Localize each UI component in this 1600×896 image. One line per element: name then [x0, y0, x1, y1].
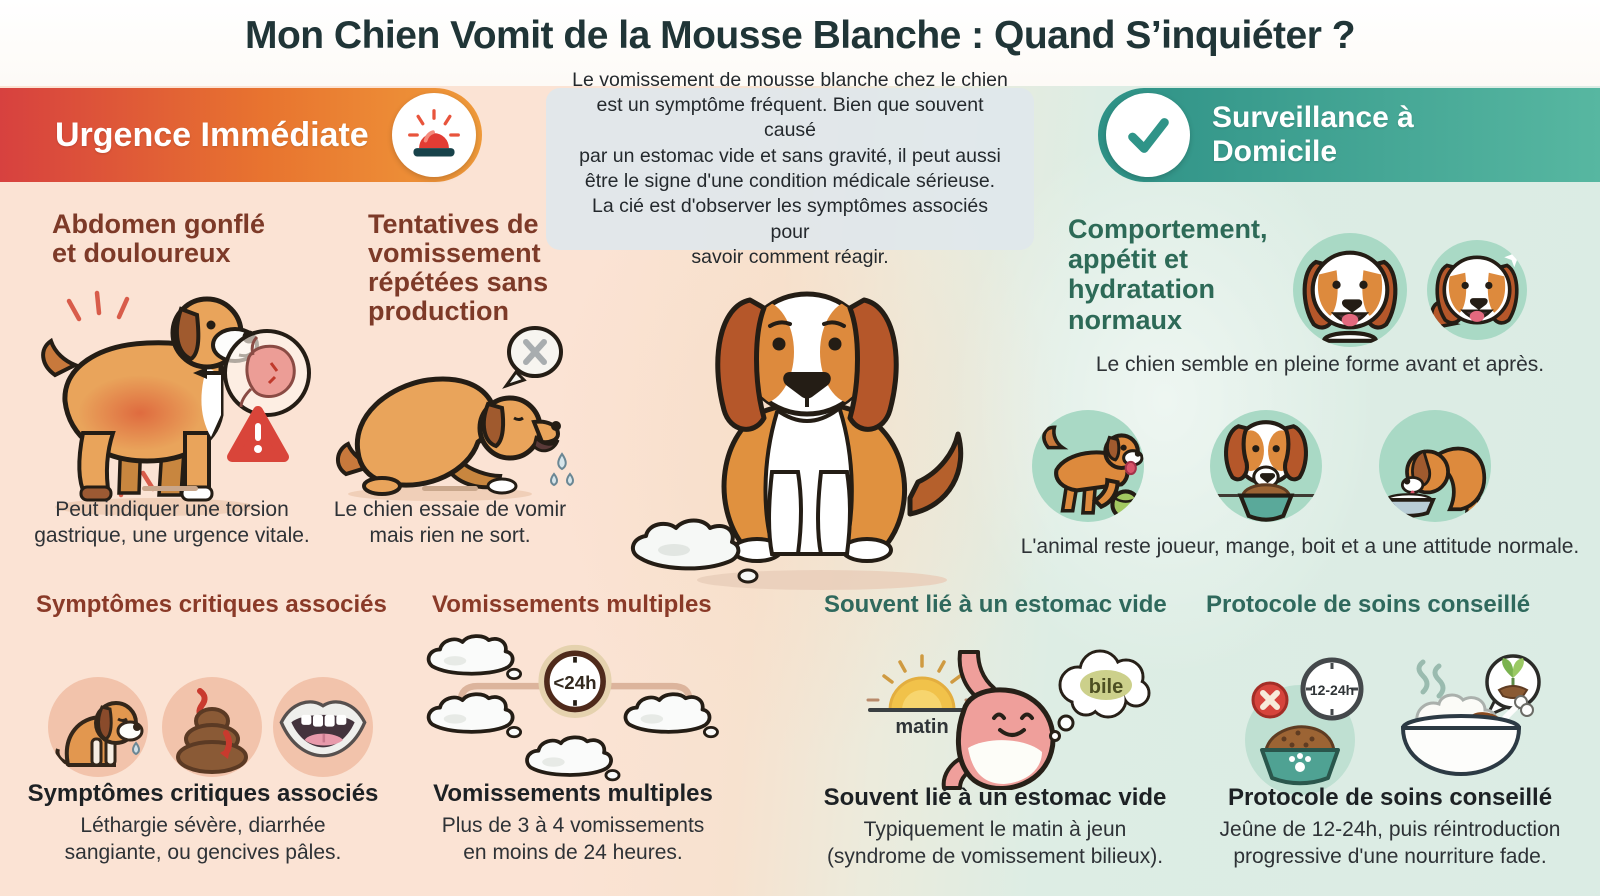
drinking-dog-icon — [1381, 446, 1487, 518]
lethargic-dog-icon — [55, 701, 144, 767]
critical-caption-body: Léthargie sévère, diarrhée sangiante, ou… — [64, 814, 342, 864]
drool-drops-icon — [550, 452, 574, 487]
bland-food-bowl-icon — [1400, 654, 1541, 777]
foam-pile-icon — [426, 634, 523, 680]
clock-24h-label: <24h — [553, 672, 596, 693]
heading-abdomen: Abdomen gonflé et douloureux — [52, 209, 265, 268]
bile-label: bile — [1089, 676, 1123, 698]
intro-box: Le vomissement de mousse blanche chez le… — [546, 69, 1034, 268]
clock-12-24h-label: 12-24h — [1310, 682, 1354, 698]
bile-bubble-icon: bile — [1049, 649, 1151, 742]
intro-text: Le vomissement de mousse blanche chez le… — [572, 68, 1008, 269]
check-icon — [1128, 118, 1169, 153]
no-food-bowl-icon: 12-24h — [1245, 657, 1364, 795]
title-band — [0, 0, 1600, 86]
critical-caption-title: Symptômes critiques associés — [27, 780, 379, 807]
paw-print-icon — [1289, 753, 1311, 772]
heading-comportement: Comportement, appétit et hydratation nor… — [1068, 214, 1268, 335]
drinking-dog-circle — [1379, 410, 1491, 522]
happy-dog-tail-icon — [1429, 247, 1525, 330]
lethargic-dog-circle — [48, 677, 148, 777]
surveillance-banner-label: Surveillance à Domicile — [1212, 101, 1414, 168]
happy-dog-icon — [1302, 250, 1398, 343]
sparkle-icon — [1504, 247, 1525, 268]
no-x-badge-icon — [1251, 681, 1289, 719]
retching-dog-illustration — [336, 326, 574, 501]
siren-icon — [408, 109, 460, 157]
urgence-banner: Urgence Immédiate — [0, 88, 482, 182]
divider-dash — [142, 486, 198, 491]
multiple-caption-block: Vomissements multiples Plus de 3 à 4 vom… — [418, 780, 728, 867]
clock-12-24h-icon: 12-24h — [1300, 657, 1364, 721]
subhead-vomissements-multiples: Vomissements multiples — [432, 591, 712, 618]
happy-dog-before-circle — [1293, 233, 1407, 347]
beagle-illustration — [630, 291, 964, 590]
playing-dog-icon — [1042, 425, 1144, 520]
multiple-caption-title: Vomissements multiples — [433, 780, 713, 807]
siren-badge — [392, 93, 476, 177]
pale-gums-circle — [273, 677, 373, 777]
eating-dog-icon — [1216, 420, 1316, 522]
caption-torsion: Peut indiquer une torsion gastrique, une… — [34, 498, 310, 548]
protocole-caption-body: Jeûne de 12-24h, puis réintroduction pro… — [1219, 818, 1561, 868]
subhead-estomac-vide: Souvent lié à un estomac vide — [824, 591, 1167, 618]
sun-label: matin — [895, 716, 949, 738]
subhead-protocole: Protocole de soins conseillé — [1206, 591, 1531, 618]
stomach-diagram-icon — [193, 329, 311, 417]
protocole-caption-block: Protocole de soins conseillé Jeûne de 12… — [1190, 784, 1590, 871]
page-title: Mon Chien Vomit de la Mousse Blanche : Q… — [244, 14, 1356, 57]
foam-pile-icon — [630, 518, 759, 584]
clock-24h-icon: <24h — [538, 644, 612, 718]
estomac-caption-body: Typiquement le matin à jeun (syndrome de… — [826, 818, 1164, 868]
urgence-banner-label: Urgence Immédiate — [55, 115, 369, 154]
stomach-icon — [941, 650, 1056, 790]
divider-dash — [422, 486, 478, 491]
caption-attitude: L'animal reste joueur, mange, boit et a … — [1020, 535, 1580, 558]
bloody-stool-circle — [162, 677, 262, 777]
multiple-caption-body: Plus de 3 à 4 vomissements en moins de 2… — [441, 814, 705, 864]
estomac-caption-block: Souvent lié à un estomac vide Typiquemen… — [802, 784, 1188, 871]
warning-triangle-icon — [227, 406, 289, 462]
eating-dog-circle — [1210, 410, 1322, 522]
bloody-stool-icon — [176, 688, 248, 774]
caption-pleine-forme: Le chien semble en pleine forme avant et… — [1095, 353, 1545, 376]
heading-tentatives: Tentatives de vomissement répétées sans … — [368, 209, 549, 326]
surveillance-banner: Surveillance à Domicile — [1098, 88, 1600, 182]
bloated-dog-illustration — [41, 290, 311, 516]
critical-caption-block: Symptômes critiques associés Léthargie s… — [18, 780, 388, 867]
subhead-symptomes-critiques: Symptômes critiques associés — [36, 591, 387, 618]
caption-essaie-vomir: Le chien essaie de vomir mais rien ne so… — [333, 498, 567, 548]
pale-gums-icon — [279, 700, 367, 758]
playing-dog-circle — [1032, 410, 1144, 522]
multiple-vomiting-graphic: <24h — [426, 634, 720, 782]
steam-icon — [1416, 659, 1446, 699]
protocole-caption-title: Protocole de soins conseillé — [1227, 784, 1553, 811]
no-production-bubble-icon — [502, 326, 563, 389]
happy-dog-after-circle — [1427, 240, 1527, 340]
check-badge — [1106, 93, 1190, 177]
estomac-caption-title: Souvent lié à un estomac vide — [823, 784, 1167, 811]
